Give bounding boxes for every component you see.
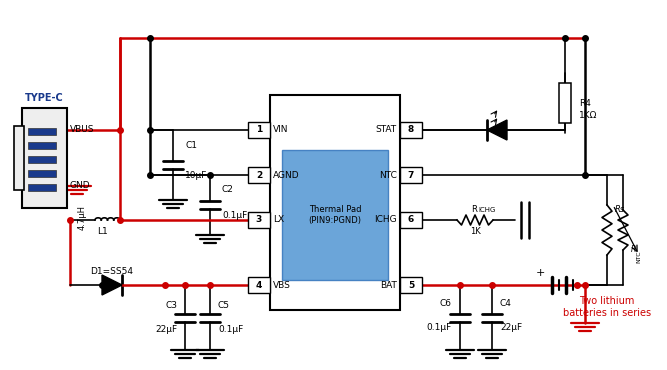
Text: R4: R4 bbox=[579, 98, 591, 108]
Bar bbox=[28, 170, 56, 177]
Bar bbox=[248, 277, 270, 293]
Text: 22μF: 22μF bbox=[155, 326, 177, 334]
Text: Rs: Rs bbox=[615, 205, 625, 215]
Bar bbox=[28, 128, 56, 135]
Text: Two lithium
batteries in series: Two lithium batteries in series bbox=[563, 296, 651, 318]
Text: 0.1μF: 0.1μF bbox=[218, 326, 243, 334]
Text: C6: C6 bbox=[440, 299, 452, 307]
Text: ICHG: ICHG bbox=[478, 207, 496, 213]
Bar bbox=[270, 95, 400, 310]
Text: NTC: NTC bbox=[379, 171, 397, 179]
Text: 2: 2 bbox=[256, 171, 262, 179]
Text: +: + bbox=[536, 268, 545, 278]
Text: C1: C1 bbox=[185, 141, 197, 149]
Text: D1=SS54: D1=SS54 bbox=[91, 266, 133, 276]
Text: ICHG: ICHG bbox=[374, 215, 397, 225]
Text: 5: 5 bbox=[408, 280, 414, 289]
Bar bbox=[28, 156, 56, 163]
Text: R: R bbox=[471, 205, 477, 215]
Text: 0.1μF: 0.1μF bbox=[427, 323, 452, 332]
Text: VIN: VIN bbox=[273, 125, 289, 135]
Text: 4.7μH: 4.7μH bbox=[77, 205, 87, 231]
Text: 4: 4 bbox=[256, 280, 262, 289]
Text: LX: LX bbox=[273, 215, 284, 225]
Bar bbox=[559, 83, 571, 123]
Text: 0.1μF: 0.1μF bbox=[222, 211, 247, 219]
Bar bbox=[14, 126, 24, 190]
Bar bbox=[248, 212, 270, 228]
Text: 1K: 1K bbox=[470, 228, 480, 236]
Text: GND: GND bbox=[70, 182, 91, 191]
Bar bbox=[248, 122, 270, 138]
Text: C5: C5 bbox=[218, 300, 230, 309]
Text: VBS: VBS bbox=[273, 280, 291, 289]
Text: R: R bbox=[631, 246, 636, 255]
Text: NTC: NTC bbox=[636, 251, 641, 263]
Text: 7: 7 bbox=[408, 171, 414, 179]
Text: 3: 3 bbox=[256, 215, 262, 225]
Bar bbox=[282, 150, 388, 280]
Text: BAT: BAT bbox=[380, 280, 397, 289]
Text: 10μF: 10μF bbox=[185, 171, 207, 179]
Text: 8: 8 bbox=[408, 125, 414, 135]
Text: C2: C2 bbox=[222, 185, 234, 195]
Polygon shape bbox=[487, 120, 507, 140]
Text: 1: 1 bbox=[256, 125, 262, 135]
Text: 6: 6 bbox=[408, 215, 414, 225]
Bar bbox=[28, 184, 56, 191]
Bar bbox=[400, 212, 422, 228]
Text: TYPE-C: TYPE-C bbox=[25, 93, 64, 103]
Text: 22μF: 22μF bbox=[500, 323, 522, 332]
Polygon shape bbox=[102, 275, 122, 295]
Bar bbox=[28, 142, 56, 149]
Text: C4: C4 bbox=[500, 299, 512, 307]
Text: VBUS: VBUS bbox=[70, 125, 95, 135]
Text: AGND: AGND bbox=[273, 171, 299, 179]
Bar bbox=[248, 167, 270, 183]
Bar bbox=[400, 277, 422, 293]
Bar bbox=[22, 108, 67, 208]
Bar bbox=[400, 167, 422, 183]
Text: 1KΩ: 1KΩ bbox=[579, 111, 598, 121]
Text: Thermal Pad
(PIN9:PGND): Thermal Pad (PIN9:PGND) bbox=[309, 205, 362, 225]
Text: C3: C3 bbox=[165, 300, 177, 309]
Text: L1: L1 bbox=[97, 228, 107, 236]
Bar bbox=[400, 122, 422, 138]
Text: STAT: STAT bbox=[376, 125, 397, 135]
